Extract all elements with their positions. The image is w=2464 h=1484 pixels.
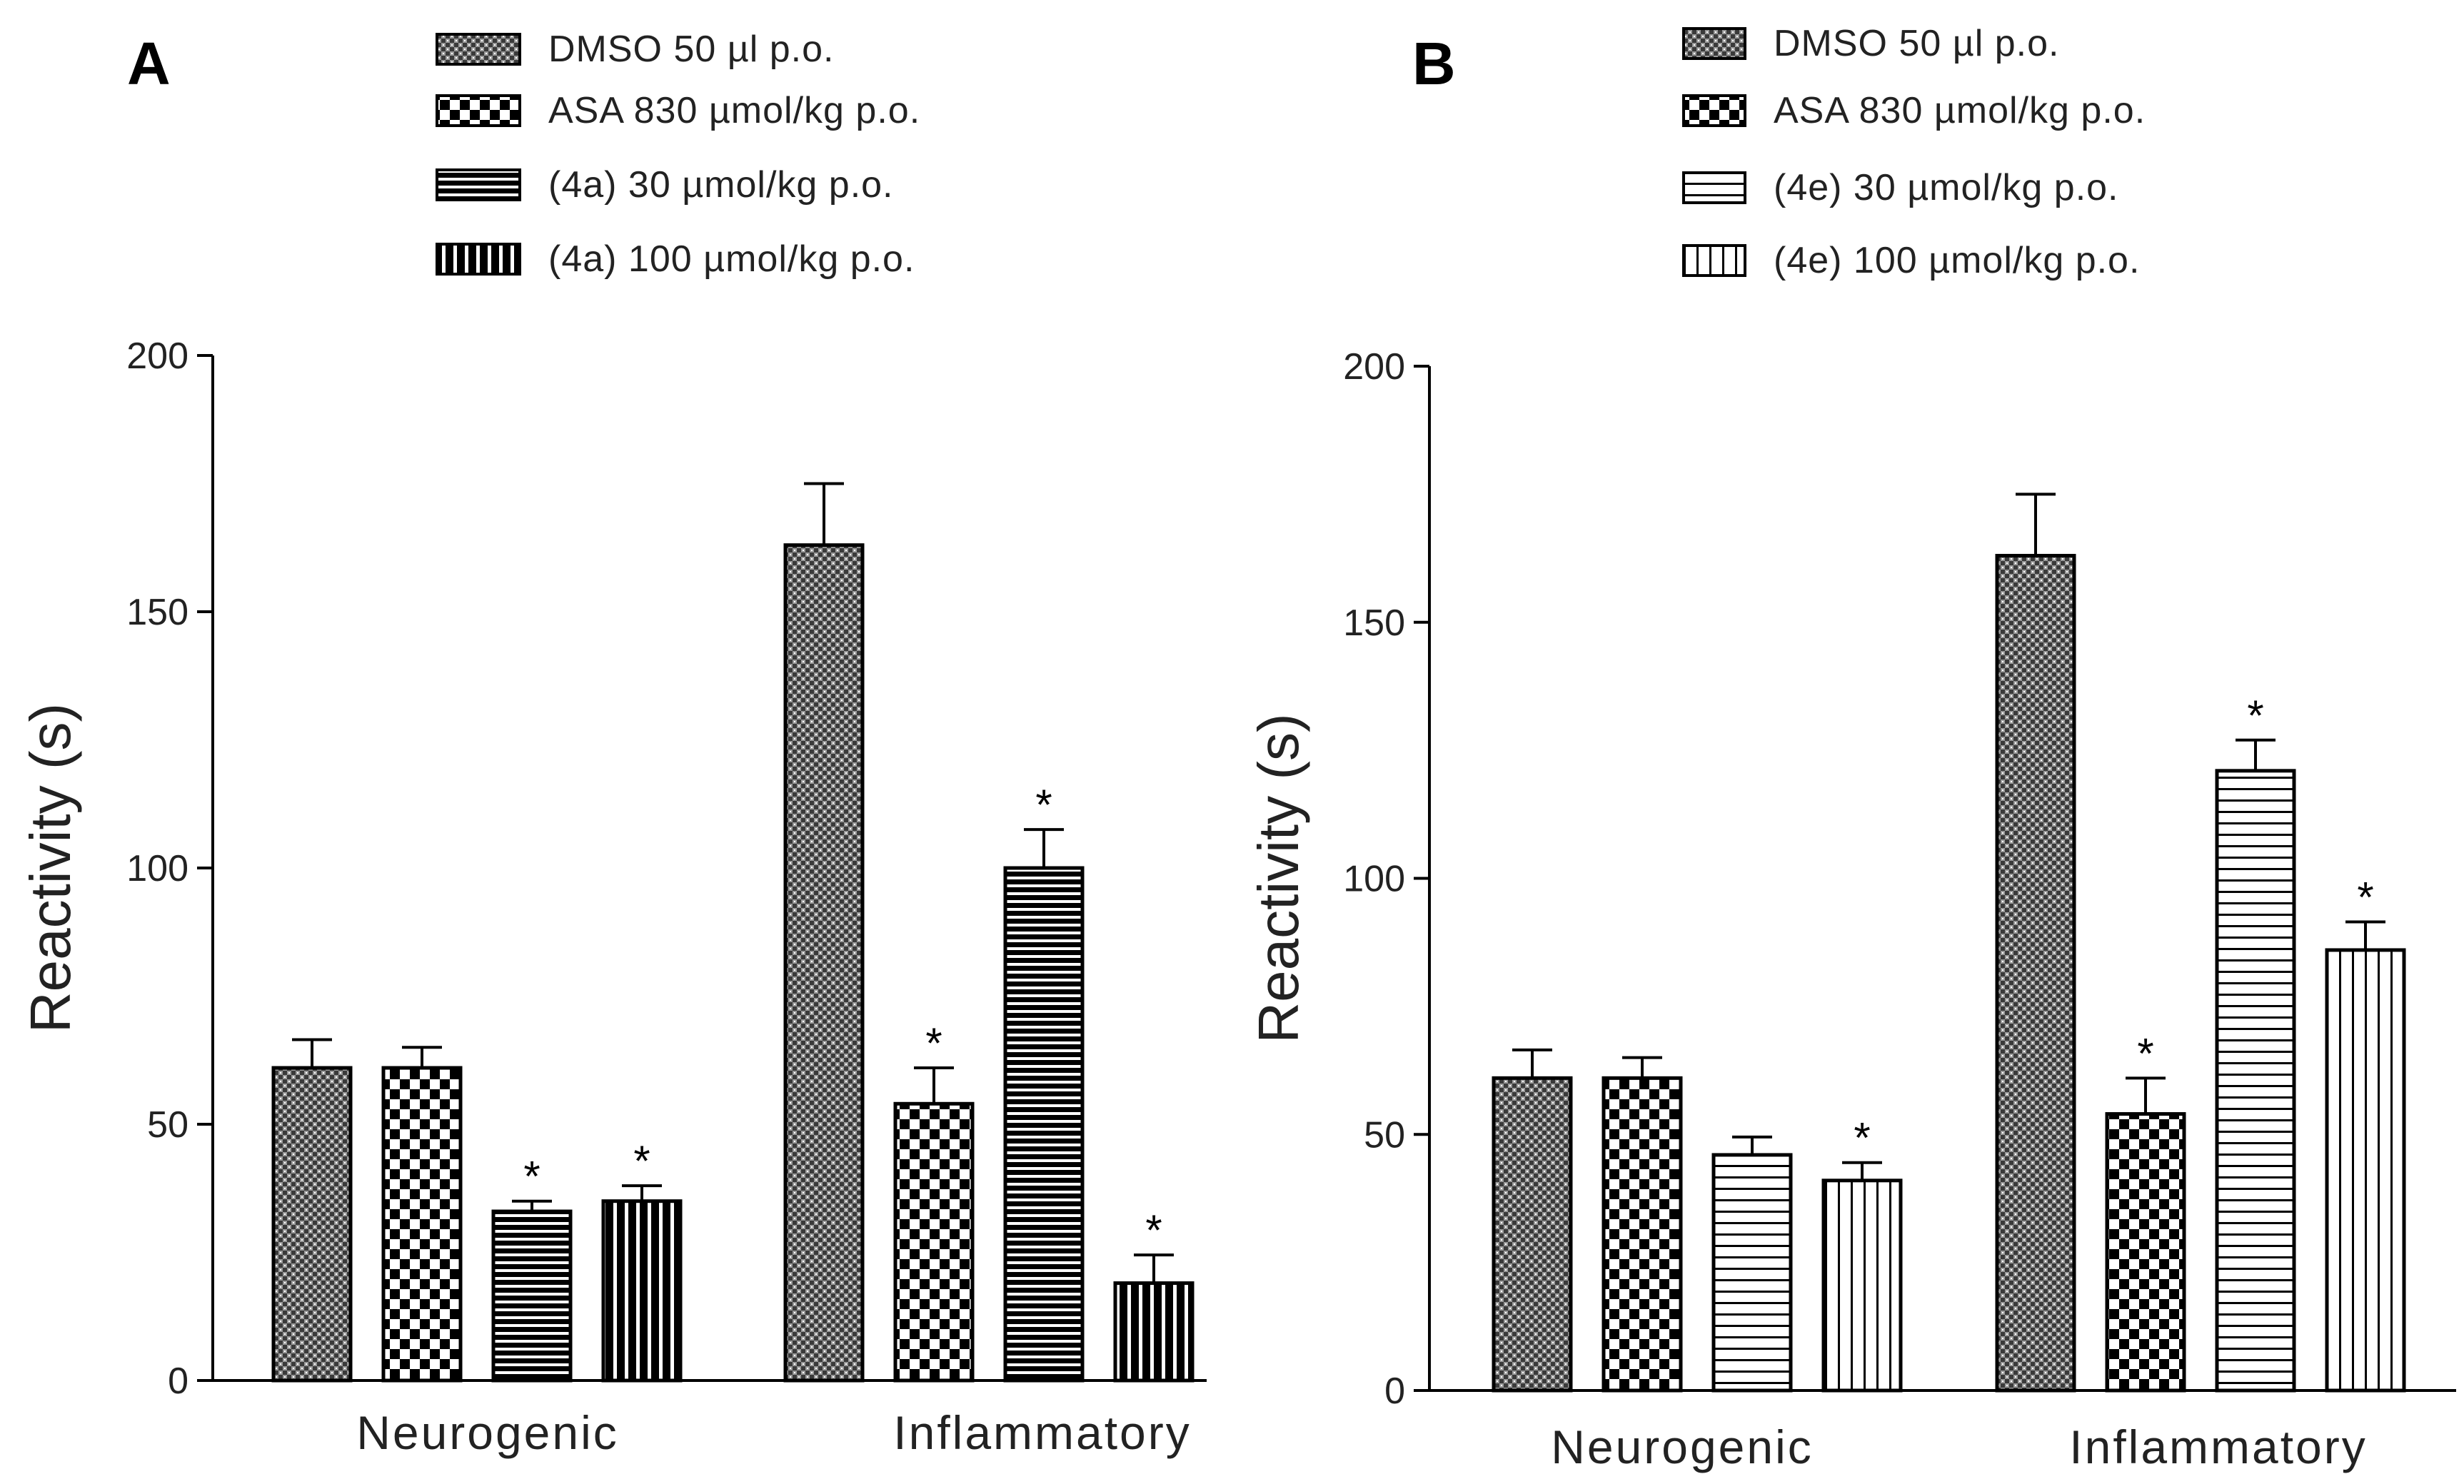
y-tick-label: 200 bbox=[1343, 346, 1405, 388]
significance-star: * bbox=[1145, 1206, 1162, 1254]
significance-star: * bbox=[2357, 873, 2373, 921]
bar bbox=[1821, 1178, 1903, 1393]
y-tick-label: 150 bbox=[1343, 602, 1405, 644]
bar bbox=[2325, 948, 2406, 1393]
y-tick-label: 100 bbox=[1343, 859, 1405, 900]
y-tick-label: 0 bbox=[168, 1361, 188, 1402]
significance-star: * bbox=[523, 1153, 540, 1201]
bar bbox=[1995, 553, 2076, 1393]
bar bbox=[491, 1209, 573, 1383]
bar bbox=[1113, 1281, 1195, 1383]
bar bbox=[601, 1199, 683, 1383]
legend-swatch bbox=[1682, 171, 1746, 204]
panel-label: A bbox=[127, 30, 171, 97]
bar bbox=[1601, 1076, 1683, 1393]
legend-label: (4a) 100 µmol/kg p.o. bbox=[548, 238, 915, 280]
chart-panel-a: A DMSO 50 µl p.o. ASA 830 µmol/kg p.o. (4a)… bbox=[19, 29, 1207, 1459]
bar bbox=[1711, 1153, 1793, 1393]
bar bbox=[783, 543, 865, 1383]
category-label: Inflammatory bbox=[893, 1406, 1191, 1459]
y-tick-label: 150 bbox=[126, 592, 188, 633]
category-label: Neurogenic bbox=[356, 1406, 619, 1459]
legend-label: DMSO 50 µl p.o. bbox=[1774, 23, 2059, 64]
legend-label: (4e) 30 µmol/kg p.o. bbox=[1774, 167, 2119, 208]
significance-star: * bbox=[2247, 692, 2263, 740]
bar bbox=[893, 1101, 975, 1383]
legend-swatch bbox=[436, 33, 521, 66]
legend-label: ASA 830 µmol/kg p.o. bbox=[548, 90, 920, 131]
legend-swatch bbox=[1682, 94, 1746, 127]
legend-swatch bbox=[436, 243, 521, 276]
bar bbox=[1492, 1076, 1573, 1393]
bar bbox=[2215, 769, 2296, 1393]
significance-star: * bbox=[1035, 781, 1052, 829]
y-tick-label: 50 bbox=[147, 1104, 188, 1146]
category-label: Neurogenic bbox=[1551, 1420, 1814, 1473]
y-axis-label: Reactivity (s) bbox=[19, 703, 82, 1033]
bar bbox=[1003, 866, 1085, 1383]
y-tick-label: 0 bbox=[1384, 1371, 1405, 1412]
y-tick-label: 50 bbox=[1364, 1114, 1405, 1156]
bar bbox=[381, 1066, 463, 1383]
legend-label: (4a) 30 µmol/kg p.o. bbox=[548, 164, 894, 206]
significance-star: * bbox=[633, 1137, 650, 1185]
legend-label: (4e) 100 µmol/kg p.o. bbox=[1774, 240, 2140, 281]
legend-swatch bbox=[1682, 244, 1746, 277]
significance-star: * bbox=[925, 1019, 942, 1067]
legend-label: DMSO 50 µl p.o. bbox=[548, 29, 834, 70]
panel-label: B bbox=[1412, 30, 1456, 97]
significance-star: * bbox=[2137, 1029, 2153, 1077]
y-axis-label: Reactivity (s) bbox=[1247, 713, 1310, 1043]
bar bbox=[271, 1066, 353, 1383]
legend-swatch bbox=[436, 94, 521, 127]
y-tick-label: 200 bbox=[126, 335, 188, 377]
chart-panel-b: B DMSO 50 µl p.o. ASA 830 µmol/kg p.o. (4e)… bbox=[1247, 23, 2456, 1473]
legend-label: ASA 830 µmol/kg p.o. bbox=[1774, 90, 2146, 131]
y-tick-label: 100 bbox=[126, 848, 188, 889]
legend: DMSO 50 µl p.o. ASA 830 µmol/kg p.o. (4e) … bbox=[1682, 23, 2146, 281]
category-label: Inflammatory bbox=[2069, 1420, 2367, 1473]
legend-swatch bbox=[1682, 27, 1746, 60]
bar bbox=[2105, 1112, 2186, 1393]
legend: DMSO 50 µl p.o. ASA 830 µmol/kg p.o. (4a) … bbox=[436, 29, 920, 280]
legend-swatch bbox=[436, 168, 521, 201]
significance-star: * bbox=[1854, 1114, 1870, 1162]
